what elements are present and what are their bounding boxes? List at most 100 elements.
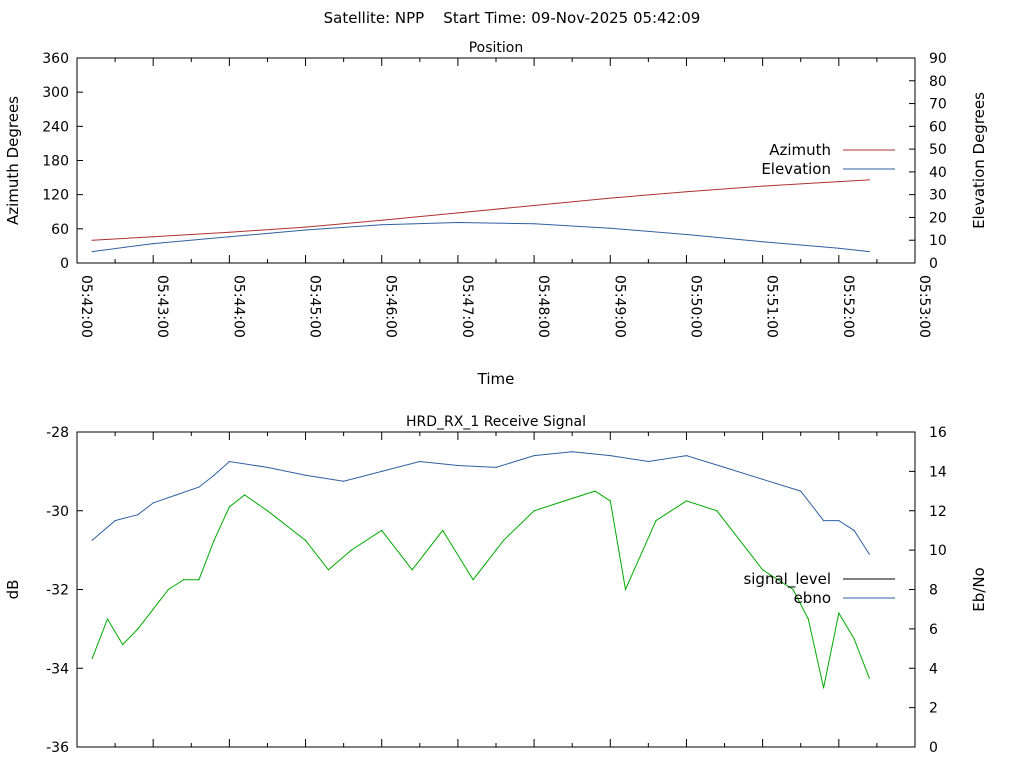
data-point xyxy=(183,579,185,581)
x-tick-label: 05:51:00 xyxy=(764,275,780,338)
x-axis-label: Time xyxy=(477,370,515,388)
data-point xyxy=(868,677,870,679)
data-point xyxy=(533,455,535,457)
x-tick-label: 05:44:00 xyxy=(230,275,246,338)
left-y-tick-label: 180 xyxy=(42,154,69,170)
data-point xyxy=(762,185,764,187)
data-point xyxy=(106,618,109,620)
x-tick-label: 05:46:00 xyxy=(383,275,399,338)
data-point xyxy=(228,236,230,238)
data-point xyxy=(533,223,535,225)
data-point xyxy=(91,657,93,660)
series-line-ebno xyxy=(91,451,870,555)
data-point xyxy=(655,519,657,522)
right-y-tick-label: 2 xyxy=(929,701,938,717)
data-point xyxy=(868,251,870,253)
right-y-tick-label: 50 xyxy=(929,142,947,158)
series-line-Azimuth xyxy=(92,179,870,241)
data-point xyxy=(503,539,505,541)
left-y-tick-label: -28 xyxy=(46,425,69,441)
right-y-tick-label: 60 xyxy=(929,119,947,135)
data-point xyxy=(114,519,116,522)
data-point xyxy=(350,549,352,551)
right-y-tick-label: 0 xyxy=(929,740,938,756)
plot-frame xyxy=(76,431,916,748)
chart-title: HRD_RX_1 Receive Signal xyxy=(406,414,586,430)
legend-label: Azimuth xyxy=(769,141,831,159)
data-point xyxy=(762,241,764,243)
series-line-trace-2 xyxy=(91,490,870,689)
right-y-tick-label: 4 xyxy=(929,661,938,677)
data-point xyxy=(137,628,139,630)
data-point xyxy=(175,494,177,496)
data-point xyxy=(244,494,246,496)
data-point xyxy=(609,455,611,457)
right-y-tick-label: 70 xyxy=(929,97,947,113)
right-y-tick-label: 14 xyxy=(929,464,947,480)
data-point xyxy=(381,219,383,221)
data-point xyxy=(304,229,307,231)
data-point xyxy=(152,243,154,245)
data-point xyxy=(228,460,230,463)
data-point xyxy=(800,490,802,492)
data-point xyxy=(868,179,870,181)
chart-title: Position xyxy=(469,40,524,56)
data-point xyxy=(304,539,307,541)
data-point xyxy=(762,569,764,571)
right-y-tick-label: 8 xyxy=(929,583,938,599)
left-y-tick-label: -34 xyxy=(46,661,69,677)
left-y-tick-label: -36 xyxy=(46,740,69,756)
data-point xyxy=(495,466,497,469)
data-point xyxy=(822,687,825,689)
data-point xyxy=(609,500,611,502)
x-tick-label: 05:52:00 xyxy=(840,275,856,338)
main-title: Satellite: NPP Start Time: 09-Nov-2025 0… xyxy=(324,9,701,27)
data-point xyxy=(838,519,840,522)
position-panel: Position 0 60 120 180 240 300 360 0 10 20 30 40 50 60 7… xyxy=(4,40,988,388)
x-tick-label: 05:47:00 xyxy=(459,275,475,338)
left-y-tick-label: 0 xyxy=(60,256,69,272)
data-point xyxy=(822,519,825,522)
right-y-tick-label: 16 xyxy=(929,425,947,441)
left-y-tick-label: 60 xyxy=(51,222,69,238)
legend-label: signal_level xyxy=(743,570,831,589)
data-point xyxy=(411,569,413,571)
data-point xyxy=(91,539,93,541)
left-y-tick-label: 120 xyxy=(42,188,69,204)
right-y-tick-label: 90 xyxy=(929,51,947,67)
data-point xyxy=(152,236,154,238)
right-y-tick-label: 20 xyxy=(929,210,947,226)
left-axis-label: Azimuth Degrees xyxy=(4,96,22,225)
x-tick-label: 05:50:00 xyxy=(687,275,703,338)
legend-label: Elevation xyxy=(761,160,831,178)
series-line-Elevation xyxy=(92,221,870,253)
data-point xyxy=(685,191,688,193)
left-axis-label: dB xyxy=(4,580,22,600)
receive-signal-panel: HRD_RX_1 Receive Signal -36 -34 -32 -30 -28 0 2… xyxy=(4,414,988,756)
x-tick-label: 05:42:00 xyxy=(78,275,94,338)
data-point xyxy=(228,231,230,233)
right-axis-label: Eb/No xyxy=(970,567,988,611)
x-tick-label: 05:53:00 xyxy=(916,275,932,338)
data-point xyxy=(853,638,855,640)
legend-label: ebno xyxy=(794,589,831,607)
data-point xyxy=(198,579,200,581)
data-point xyxy=(594,490,596,492)
data-point xyxy=(868,553,870,555)
data-point xyxy=(381,224,383,226)
data-point xyxy=(137,514,139,516)
data-point xyxy=(213,539,215,541)
data-point xyxy=(91,251,93,253)
left-y-tick-label: -30 xyxy=(46,504,69,520)
data-point xyxy=(442,529,444,532)
right-y-tick-label: 80 xyxy=(929,74,947,90)
data-point xyxy=(419,460,421,463)
data-point xyxy=(838,247,840,249)
data-point xyxy=(381,470,383,472)
data-point xyxy=(304,226,307,228)
left-y-tick-label: -32 xyxy=(46,583,69,599)
data-point xyxy=(457,464,459,467)
data-point xyxy=(807,618,809,620)
data-point xyxy=(723,466,726,469)
data-point xyxy=(571,451,573,453)
